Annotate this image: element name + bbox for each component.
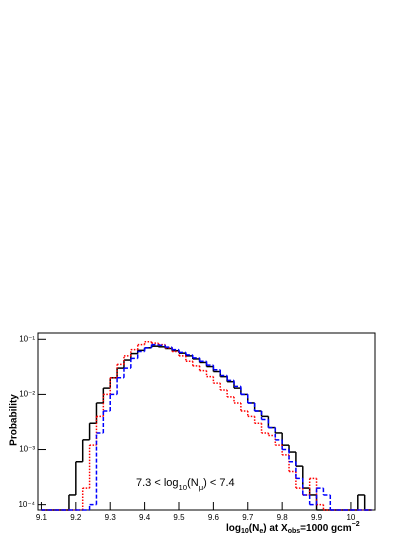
y-tick-label: 10⁻² — [19, 390, 35, 399]
x-axis-label-part: =1000 gcm — [300, 523, 352, 534]
x-tick-label: 9.3 — [105, 513, 117, 522]
annotation-part: (N — [187, 477, 199, 489]
x-tick-label: 10 — [346, 513, 355, 522]
x-axis-label-part: log — [226, 523, 241, 534]
x-tick-label: 9.6 — [208, 513, 220, 522]
x-tick-label: 9.2 — [70, 513, 82, 522]
x-tick-label: 9.7 — [242, 513, 254, 522]
x-axis-label-part: ) at X — [263, 523, 288, 534]
x-axis-label: log10(Ne) at Xobs=1000 gcm−2 — [226, 521, 360, 535]
histogram-series — [41, 343, 372, 511]
annotation-part: 10 — [179, 483, 188, 492]
x-axis-label-part: obs — [288, 528, 301, 535]
x-tick-label: 9.5 — [173, 513, 185, 522]
y-tick-label: 10⁻¹ — [19, 334, 35, 343]
annotation-part: ) < 7.4 — [203, 477, 235, 489]
x-axis-label-part: 10 — [241, 528, 249, 535]
annotation-part: μ — [199, 483, 203, 492]
plot-frame — [37, 332, 376, 511]
x-tick-label: 9.8 — [277, 513, 289, 522]
x-tick-label: 9.4 — [139, 513, 151, 522]
y-axis-label: Probability — [9, 394, 20, 446]
x-axis-label-part: e — [259, 528, 263, 535]
y-tick-label: 10⁻³ — [19, 445, 35, 454]
x-tick-label: 9.9 — [311, 513, 323, 522]
annotation-part: 7.3 < log — [136, 477, 179, 489]
x-axis-label-part: −2 — [352, 521, 360, 528]
y-tick-label: 10⁻⁴ — [18, 500, 35, 509]
x-axis-label-part: (N — [249, 523, 260, 534]
annotation: 7.3 < log10(Nμ) < 7.4 — [136, 477, 235, 492]
x-tick-label: 9.1 — [36, 513, 48, 522]
